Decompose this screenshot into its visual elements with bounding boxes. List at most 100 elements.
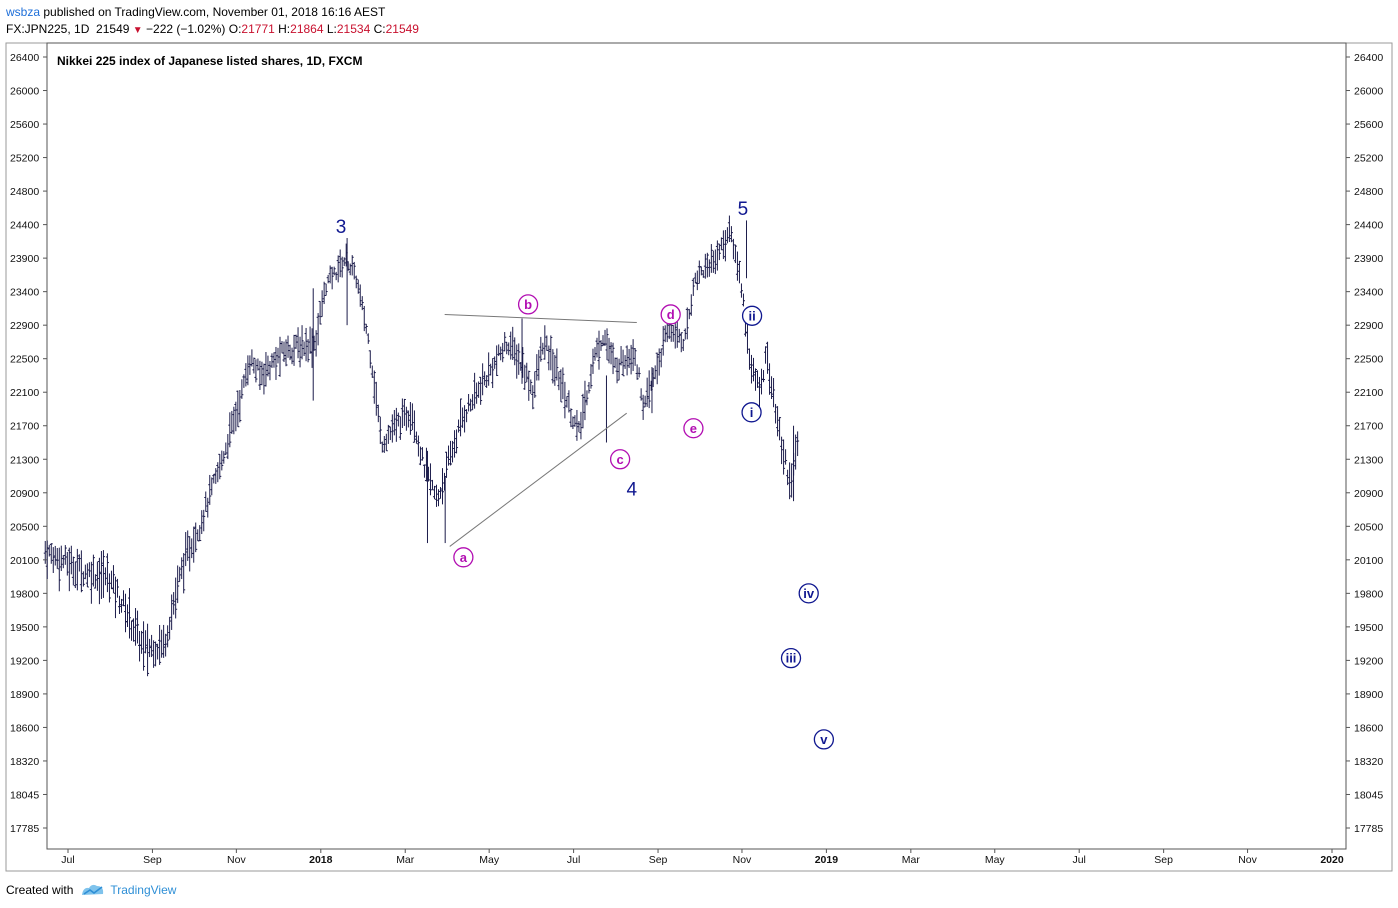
x-tick-label: Mar [902, 854, 921, 866]
wave-label-b: b [524, 297, 532, 312]
y-tick-label-right: 25200 [1354, 153, 1383, 165]
x-tick-label: Sep [649, 854, 668, 866]
y-tick-label-left: 22500 [10, 354, 39, 366]
publish-text: published on TradingView.com, November 0… [43, 5, 386, 19]
price-axis-left[interactable]: 26400 26000 25600 25200 24800 24400 23900 23400… [10, 52, 47, 835]
wave-label-e: e [690, 421, 697, 436]
wave-label-3: 3 [336, 217, 347, 238]
down-arrow-icon: ▼ [132, 25, 143, 36]
y-tick-label-left: 23400 [10, 287, 39, 299]
wave-label-iv: iv [803, 586, 815, 601]
y-tick-label-left: 23900 [10, 253, 39, 265]
time-axis[interactable]: Jul Sep Nov 2018 Mar May Jul Sep Nov 2019 Mar May Ju… [61, 849, 1344, 866]
y-tick-label-left: 18045 [10, 789, 39, 801]
x-tick-label: Nov [227, 854, 246, 866]
y-tick-label-left: 25200 [10, 153, 39, 165]
footer: Created with TradingView [6, 882, 176, 898]
high-value: 21864 [290, 22, 324, 36]
y-tick-label-left: 22900 [10, 320, 39, 332]
y-tick-label-right: 26000 [1354, 86, 1383, 98]
wave-circle-v [813, 729, 835, 750]
high-label: H: [278, 22, 291, 36]
y-tick-label-right: 18600 [1354, 722, 1383, 734]
close-label: C: [373, 22, 386, 36]
y-tick-label-left: 22100 [10, 387, 39, 399]
price-axis-right[interactable]: 26400 26000 25600 25200 24800 24400 23900 23400… [1346, 52, 1383, 835]
y-tick-label-left: 21700 [10, 421, 39, 433]
tradingview-brand: TradingView [110, 883, 177, 897]
y-tick-label-right: 19800 [1354, 588, 1383, 600]
y-tick-label-left: 18320 [10, 756, 39, 768]
wave-circle-i [741, 402, 762, 423]
trendlines [444, 313, 637, 547]
tradingview-logo-icon [82, 884, 104, 895]
y-tick-label-right: 25600 [1354, 119, 1383, 131]
symbol-label: FX:JPN225, 1D [6, 22, 90, 36]
y-tick-label-left: 20100 [10, 555, 39, 567]
y-tick-label-left: 24400 [10, 220, 39, 232]
y-tick-label-right: 22500 [1354, 354, 1383, 366]
x-tick-label: 2018 [309, 854, 333, 866]
wave-label-v: v [820, 732, 828, 747]
open-label: O: [228, 22, 242, 36]
y-tick-label-left: 18900 [10, 689, 39, 701]
wave-label-iii: iii [786, 651, 797, 666]
wave-circle-e [683, 418, 704, 439]
y-tick-label-left: 21300 [10, 454, 39, 466]
y-tick-label-right: 22900 [1354, 320, 1383, 332]
wave-label-i: i [750, 405, 754, 420]
y-tick-label-left: 25600 [10, 119, 39, 131]
y-tick-label-left: 19500 [10, 622, 39, 634]
x-tick-label: May [985, 854, 1006, 866]
y-tick-label-right: 26400 [1354, 52, 1383, 64]
x-tick-label: Mar [396, 854, 415, 866]
publisher-name[interactable]: wsbza [6, 5, 41, 19]
y-tick-label-left: 20900 [10, 488, 39, 500]
low-label: L: [326, 22, 337, 36]
price-bars [43, 215, 800, 677]
wave-circle-iii [780, 648, 802, 669]
y-tick-label-right: 18045 [1354, 789, 1383, 801]
x-tick-label: Nov [733, 854, 752, 866]
y-tick-label-left: 20500 [10, 521, 39, 533]
y-tick-label-right: 19200 [1354, 655, 1383, 667]
y-tick-label-left: 26400 [10, 52, 39, 64]
price-change: −222 (−1.02%) [146, 22, 226, 36]
wave-label-ii: ii [748, 308, 755, 323]
y-tick-label-right: 20900 [1354, 488, 1383, 500]
x-tick-label: Jul [567, 854, 580, 866]
wave-circle-d [660, 304, 681, 325]
y-tick-label-right: 21700 [1354, 421, 1383, 433]
wave-label-4: 4 [626, 480, 637, 501]
tradingview-link[interactable]: TradingView [81, 882, 176, 898]
x-tick-label: 2019 [815, 854, 839, 866]
wave-circle-b [517, 294, 539, 315]
y-tick-label-right: 18320 [1354, 756, 1383, 768]
y-tick-label-right: 21300 [1354, 454, 1383, 466]
y-tick-label-right: 20100 [1354, 555, 1383, 567]
low-value: 21534 [336, 22, 371, 36]
trendline[interactable] [444, 313, 637, 323]
x-tick-label: Jul [61, 854, 74, 866]
wave-label-a: a [460, 550, 468, 565]
y-tick-label-left: 19800 [10, 588, 39, 600]
open-value: 21771 [241, 22, 275, 36]
wave-label-5: 5 [738, 199, 749, 220]
wave-label-d: d [667, 307, 675, 322]
y-tick-label-right: 18900 [1354, 689, 1383, 701]
y-tick-label-left: 17785 [10, 823, 39, 835]
wave-circle-c [609, 449, 631, 470]
ohlc-legend: FX:JPN225, 1D 21549 ▼ −222 (−1.02%) O:21… [6, 21, 419, 39]
wave-circle-a [453, 547, 474, 568]
y-tick-label-left: 26000 [10, 86, 39, 98]
x-tick-label: May [479, 854, 500, 866]
y-tick-label-right: 23900 [1354, 253, 1383, 265]
y-tick-label-right: 20500 [1354, 521, 1383, 533]
chart-title: Nikkei 225 index of Japanese listed shar… [57, 54, 362, 68]
close-value: 21549 [385, 22, 419, 36]
y-tick-label-right: 24800 [1354, 186, 1383, 198]
plot-area[interactable] [46, 42, 1347, 850]
trendline[interactable] [449, 412, 627, 547]
